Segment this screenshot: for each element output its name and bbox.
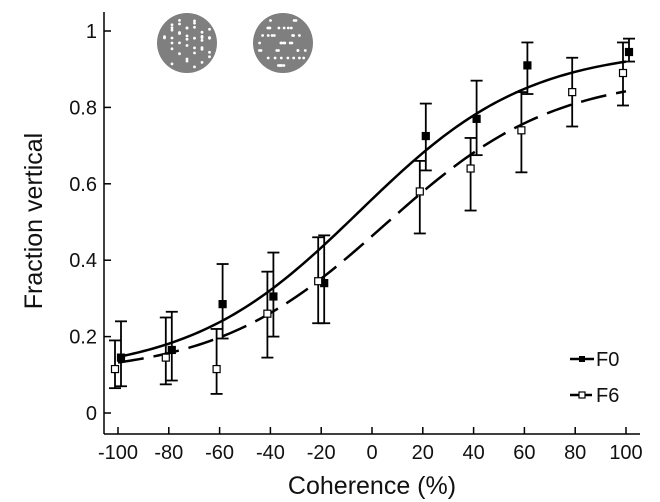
x-tick-label: -100 xyxy=(98,442,138,464)
y-tick-label: 0.8 xyxy=(69,97,97,119)
legend-f6-label: F6 xyxy=(596,385,619,407)
legend: F0 F6 xyxy=(570,349,619,407)
point-f0 xyxy=(472,114,481,123)
point-f6 xyxy=(466,164,475,173)
point-f0 xyxy=(269,292,278,301)
point-f0 xyxy=(116,353,126,362)
x-tick-label: 40 xyxy=(462,442,484,464)
y-tick-label: 0 xyxy=(86,403,97,425)
point-f6 xyxy=(110,364,120,374)
legend-f0-label: F0 xyxy=(596,349,619,371)
y-tick-label: 0.4 xyxy=(69,250,97,272)
point-f6 xyxy=(212,364,221,374)
fit-curve-f0 xyxy=(117,60,627,359)
x-tick-label: -80 xyxy=(154,442,183,464)
fit-curves xyxy=(117,60,627,364)
point-f6 xyxy=(618,68,628,78)
y-tick-label: 0.2 xyxy=(69,327,97,349)
error-bars xyxy=(109,37,635,395)
point-f0 xyxy=(523,61,532,70)
y-tick-label: 0.6 xyxy=(69,174,97,196)
point-f6 xyxy=(263,309,272,318)
y-axis-title: Fraction vertical xyxy=(20,133,48,309)
x-tick-label: 80 xyxy=(564,442,586,464)
point-f6 xyxy=(568,88,577,97)
vertical-dots-stimulus xyxy=(157,13,217,73)
x-ticks: -100 -80 -60 -40 -20 0 20 40 60 80 100 xyxy=(98,427,643,464)
x-tick-label: -60 xyxy=(205,442,234,464)
x-tick-label: -40 xyxy=(256,442,285,464)
point-f0 xyxy=(624,47,634,57)
point-f6 xyxy=(314,277,323,286)
point-f6 xyxy=(161,353,170,362)
legend-f6-marker xyxy=(578,391,586,399)
x-tick-label: 0 xyxy=(366,442,377,464)
fit-curve-f6 xyxy=(117,90,627,364)
point-f0 xyxy=(421,131,430,141)
legend-f0-marker xyxy=(579,356,585,362)
x-tick-label: 60 xyxy=(513,442,535,464)
data-markers xyxy=(110,47,634,374)
x-axis-title: Coherence (%) xyxy=(288,472,456,500)
y-ticks: 0 0.2 0.4 0.6 0.8 1 xyxy=(69,21,111,425)
point-f6 xyxy=(415,187,424,196)
point-f0 xyxy=(218,300,227,309)
x-tick-label: 100 xyxy=(609,442,642,464)
horizontal-dots-stimulus xyxy=(253,13,313,73)
x-tick-label: 20 xyxy=(412,442,434,464)
point-f0 xyxy=(167,345,176,355)
x-tick-label: -20 xyxy=(307,442,336,464)
stimulus-icons xyxy=(157,13,313,73)
y-tick-label: 1 xyxy=(86,21,97,43)
point-f6 xyxy=(517,126,526,135)
